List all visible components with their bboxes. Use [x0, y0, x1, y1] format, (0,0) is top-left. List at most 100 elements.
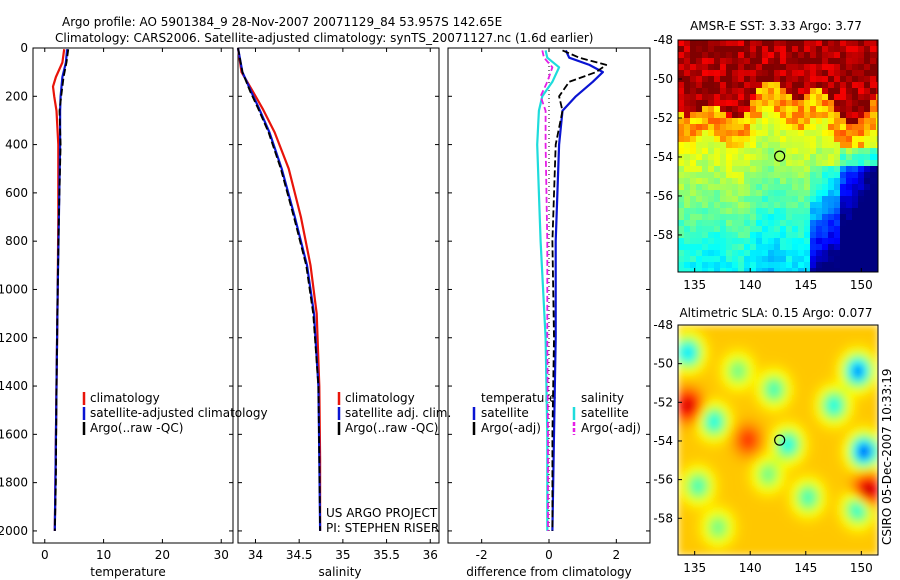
map-cell — [864, 76, 871, 83]
map-cell — [818, 385, 824, 391]
map-cell — [864, 268, 871, 272]
map-cell — [756, 112, 763, 119]
map-cell — [788, 345, 794, 351]
map-cell — [683, 470, 689, 476]
map-cell — [803, 500, 809, 506]
map-cell — [780, 40, 787, 47]
map-cell — [696, 238, 703, 245]
map-cell — [804, 100, 811, 107]
map-cell — [810, 202, 817, 209]
map-cell — [738, 166, 745, 173]
map-cell — [852, 238, 859, 245]
map-cell — [870, 238, 877, 245]
map-cell — [843, 455, 849, 461]
map-cell — [696, 82, 703, 89]
map-cell — [853, 375, 859, 381]
map-cell — [813, 460, 819, 466]
map-cell — [678, 208, 685, 215]
map-cell — [696, 52, 703, 59]
map-cell — [703, 525, 709, 531]
map-cell — [720, 244, 727, 251]
map-cell — [723, 375, 729, 381]
map-cell — [726, 178, 733, 185]
map-cell — [718, 435, 724, 441]
map-cell — [678, 325, 684, 331]
map-cell — [678, 375, 684, 381]
map-cell — [778, 485, 784, 491]
map-cell — [816, 226, 823, 233]
map-cell — [703, 545, 709, 551]
map-cell — [858, 535, 864, 541]
map-cell — [690, 130, 697, 137]
map-cell — [763, 500, 769, 506]
map-cell — [823, 515, 829, 521]
map-cell — [853, 545, 859, 551]
map-cell — [720, 94, 727, 101]
map-cell — [693, 345, 699, 351]
map-cell — [723, 500, 729, 506]
map-cell — [810, 184, 817, 191]
salinity-axes — [237, 47, 440, 544]
map-cell — [816, 262, 823, 269]
map-cell — [756, 82, 763, 89]
map-cell — [804, 262, 811, 269]
map-cell — [788, 410, 794, 416]
map-cell — [750, 82, 757, 89]
map-cell — [733, 450, 739, 456]
map-cell — [693, 340, 699, 346]
map-cell — [738, 470, 744, 476]
map-cell — [702, 52, 709, 59]
map-cell — [863, 385, 869, 391]
map-cell — [813, 520, 819, 526]
map-cell — [816, 70, 823, 77]
map-cell — [773, 485, 779, 491]
map-cell — [804, 118, 811, 125]
map-cell — [833, 520, 839, 526]
map-cell — [803, 470, 809, 476]
map-cell — [683, 340, 689, 346]
map-cell — [804, 148, 811, 155]
map-x-tick-label: 135 — [683, 561, 706, 575]
map-cell — [768, 425, 774, 431]
map-cell — [750, 226, 757, 233]
map-cell — [852, 100, 859, 107]
map-cell — [780, 196, 787, 203]
map-cell — [726, 232, 733, 239]
map-cell — [858, 178, 865, 185]
map-cell — [792, 142, 799, 149]
map-cell — [743, 375, 749, 381]
map-cell — [803, 375, 809, 381]
map-cell — [804, 208, 811, 215]
map-cell — [818, 500, 824, 506]
map-cell — [693, 325, 699, 331]
map-cell — [728, 390, 734, 396]
map-cell — [732, 238, 739, 245]
map-cell — [762, 244, 769, 251]
map-cell — [763, 350, 769, 356]
map-cell — [714, 64, 721, 71]
map-cell — [848, 465, 854, 471]
map-cell — [798, 262, 805, 269]
map-cell — [864, 82, 871, 89]
map-cell — [828, 226, 835, 233]
map-cell — [818, 545, 824, 551]
map-cell — [804, 256, 811, 263]
map-cell — [828, 430, 834, 436]
map-cell — [743, 335, 749, 341]
map-cell — [738, 450, 744, 456]
map-cell — [863, 330, 869, 336]
map-cell — [733, 395, 739, 401]
map-cell — [708, 214, 715, 221]
map-cell — [823, 490, 829, 496]
map-cell — [702, 190, 709, 197]
map-cell — [753, 545, 759, 551]
map-cell — [728, 475, 734, 481]
map-cell — [763, 360, 769, 366]
map-cell — [852, 70, 859, 77]
map-cell — [848, 405, 854, 411]
map-cell — [810, 154, 817, 161]
map-cell — [848, 345, 854, 351]
map-cell — [748, 465, 754, 471]
map-cell — [762, 196, 769, 203]
map-cell — [828, 545, 834, 551]
